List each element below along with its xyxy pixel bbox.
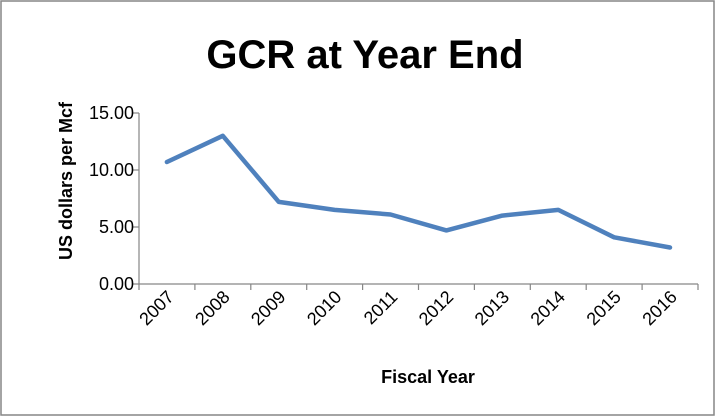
- y-axis: 0.00 5.00 10.00 15.00: [89, 103, 140, 294]
- y-tick-label: 10.00: [89, 160, 134, 180]
- y-tick-label: 15.00: [89, 103, 134, 123]
- y-tick-label: 5.00: [99, 217, 134, 237]
- series-layer: [164, 133, 673, 250]
- y-axis-title: US dollars per Mcf: [56, 101, 76, 260]
- chart-title: GCR at Year End: [206, 33, 523, 77]
- y-tick-label: 0.00: [99, 274, 134, 294]
- x-axis-title: Fiscal Year: [381, 367, 475, 387]
- series-line: [164, 133, 673, 250]
